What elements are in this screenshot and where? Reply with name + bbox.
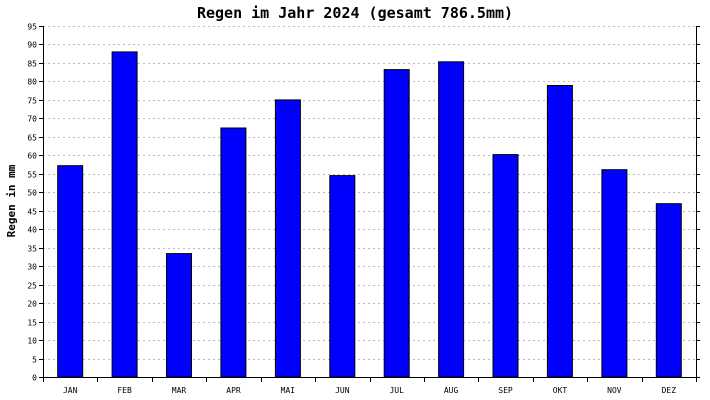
y-tick-label: 10: [27, 337, 37, 346]
bar-mai: [274, 99, 301, 378]
x-tick-label-nov: NOV: [607, 386, 622, 395]
bar-dez: [655, 203, 682, 378]
x-axis-ticks: JAN FEB MAR APR MAI JUN JUL AUG SEP OKT NOV DEZ: [43, 377, 697, 395]
y-tick-label: 30: [27, 263, 37, 272]
bar-nov: [601, 169, 628, 378]
y-tick-label: 95: [27, 23, 37, 32]
y-tick-label: 45: [27, 208, 37, 217]
x-tick-label-aug: AUG: [444, 386, 459, 395]
x-tick-label-mar: MAR: [172, 386, 187, 395]
x-tick-label-jul: JUL: [389, 386, 404, 395]
y-tick-label: 75: [27, 97, 37, 106]
bar-apr: [220, 127, 247, 378]
x-tick-label-okt: OKT: [553, 386, 568, 395]
y-tick-label: 40: [27, 226, 37, 235]
y-axis-ticks: 0 5 10 15 20 25 30 35 40 45 50 55 60 65 70 75 80 85 90 95: [27, 23, 700, 383]
y-tick-label: 90: [27, 41, 37, 50]
y-tick-label: 5: [32, 356, 37, 365]
chart-title: Regen im Jahr 2024 (gesamt 786.5mm): [197, 4, 513, 22]
y-tick-label: 85: [27, 60, 37, 69]
bar-feb: [111, 51, 138, 378]
x-tick-label-feb: FEB: [117, 386, 132, 395]
y-tick-label: 0: [32, 374, 37, 383]
bar-okt: [546, 85, 573, 378]
y-tick-label: 60: [27, 152, 37, 161]
x-tick-label-apr: APR: [226, 386, 241, 395]
gridlines: [43, 26, 696, 360]
y-tick-label: 55: [27, 171, 37, 180]
y-tick-label: 70: [27, 115, 37, 124]
y-tick-label: 65: [27, 134, 37, 143]
bar-jun: [329, 175, 356, 378]
bars: [57, 51, 682, 378]
bar-jan: [57, 165, 84, 378]
bar-jul: [383, 69, 410, 378]
y-tick-label: 35: [27, 245, 37, 254]
y-tick-label: 15: [27, 319, 37, 328]
bar-mar: [166, 253, 192, 378]
x-tick-label-mai: MAI: [281, 386, 296, 395]
y-tick-label: 20: [27, 300, 37, 309]
x-tick-label-dez: DEZ: [662, 386, 677, 395]
y-tick-label: 80: [27, 78, 37, 87]
bar-sep: [492, 154, 519, 378]
x-tick-label-jun: JUN: [335, 386, 350, 395]
x-tick-label-sep: SEP: [498, 386, 513, 395]
x-tick-label-jan: JAN: [63, 386, 78, 395]
y-tick-label: 50: [27, 189, 37, 198]
y-tick-label: 25: [27, 282, 37, 291]
y-axis-label: Regen in mm: [5, 164, 18, 237]
bar-aug: [438, 61, 465, 378]
